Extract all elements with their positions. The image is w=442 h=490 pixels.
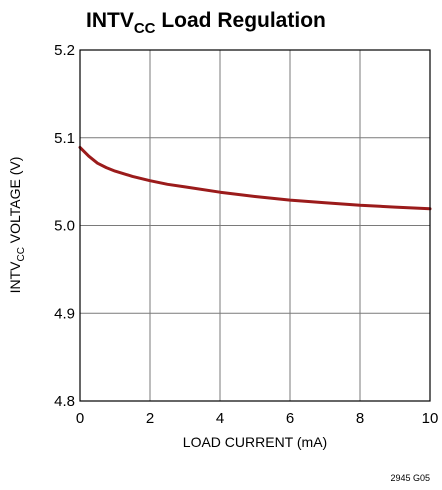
y-tick-label: 5.1: [54, 130, 75, 147]
y-axis-ticks: 4.8 4.9 5.0 5.1 5.2: [54, 42, 75, 410]
x-tick-label: 2: [146, 410, 154, 427]
y-tick-label: 5.2: [54, 42, 75, 59]
x-tick-label: 10: [422, 410, 439, 427]
series-line: [78, 145, 432, 211]
x-tick-label: 0: [76, 410, 84, 427]
chart-title: INTVCC Load Regulation: [86, 9, 326, 37]
grid: [80, 50, 430, 401]
y-tick-label: 4.8: [54, 393, 75, 410]
figure-code: 2945 G05: [390, 473, 430, 483]
x-tick-label: 8: [356, 410, 364, 427]
series-layer: [78, 145, 432, 211]
y-axis-label: INTVCC VOLTAGE (V): [7, 157, 27, 294]
y-tick-label: 4.9: [54, 305, 75, 322]
x-tick-label: 6: [286, 410, 294, 427]
plot-frame: [79, 49, 431, 402]
x-tick-label: 4: [216, 410, 224, 427]
y-tick-label: 5.0: [54, 218, 75, 235]
x-axis-label: LOAD CURRENT (mA): [183, 434, 327, 450]
x-axis-ticks: 0 2 4 6 8 10: [76, 410, 439, 427]
